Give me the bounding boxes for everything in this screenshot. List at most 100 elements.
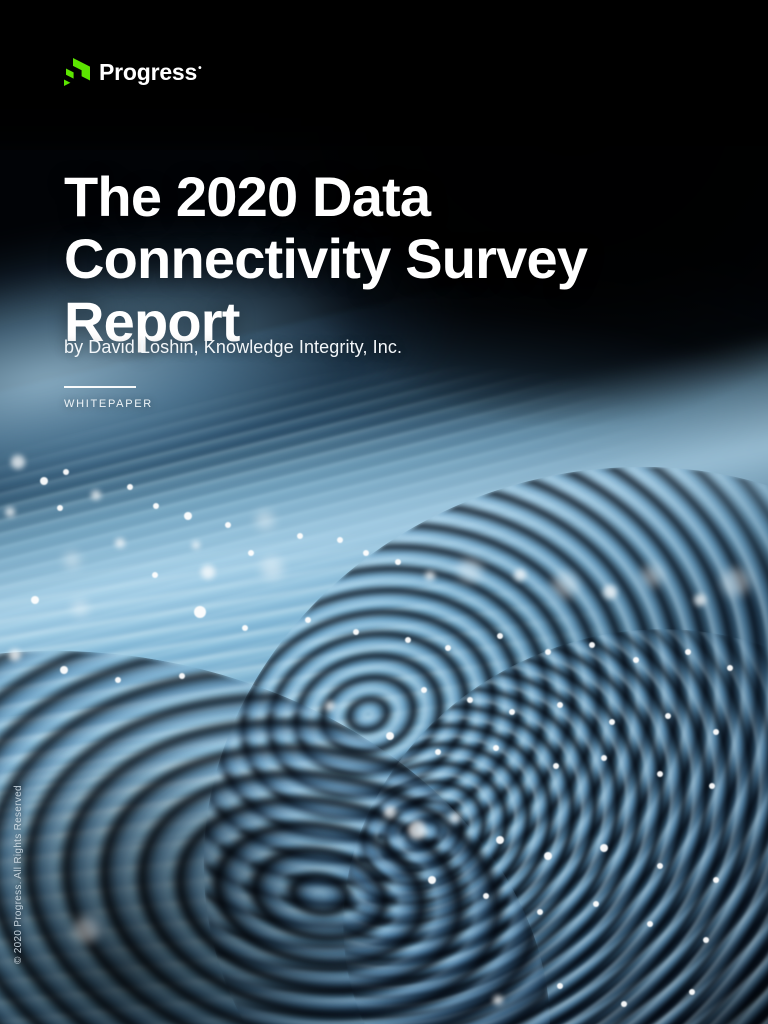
bokeh-dot — [337, 537, 343, 543]
progress-logo[interactable]: Progress• — [64, 58, 202, 86]
bokeh-dot — [395, 559, 401, 565]
trademark-symbol: • — [198, 62, 202, 74]
bokeh-dot — [483, 893, 489, 899]
copyright-notice: © 2020 Progress. All Rights Reserved — [13, 785, 24, 964]
bokeh-dot — [493, 745, 499, 751]
bokeh-dot — [703, 937, 709, 943]
bokeh-dot — [153, 503, 159, 509]
kicker-divider-rule — [64, 386, 136, 388]
bokeh-dot — [713, 877, 719, 883]
bokeh-dot — [458, 558, 482, 582]
cover-title: The 2020 Data Connectivity Survey Report — [64, 164, 624, 354]
bokeh-dot — [493, 995, 503, 1005]
bokeh-dot — [248, 550, 254, 556]
bokeh-dot — [63, 469, 69, 475]
bokeh-dot — [509, 709, 515, 715]
bokeh-dot — [603, 585, 617, 599]
bokeh-dot — [589, 642, 595, 648]
bokeh-dot — [467, 697, 473, 703]
bokeh-dot — [57, 505, 63, 511]
bokeh-dot — [225, 522, 231, 528]
bokeh-dot — [689, 989, 695, 995]
bokeh-dot — [647, 921, 653, 927]
bokeh-dot — [184, 512, 192, 520]
bokeh-dot — [72, 600, 88, 616]
bokeh-dot — [115, 538, 125, 548]
document-type-kicker: WHITEPAPER — [64, 398, 153, 410]
bokeh-dot — [496, 836, 504, 844]
bokeh-dot — [408, 821, 426, 839]
bokeh-dot — [657, 863, 663, 869]
bokeh-dot — [601, 755, 607, 761]
bokeh-dot — [537, 909, 543, 915]
bokeh-dot — [421, 687, 427, 693]
bokeh-dot — [11, 455, 25, 469]
bokeh-dot — [497, 633, 503, 639]
bokeh-dot — [73, 917, 99, 943]
bokeh-dot — [152, 572, 158, 578]
bokeh-dot — [60, 666, 68, 674]
bokeh-dot — [633, 657, 639, 663]
bokeh-dot — [727, 665, 733, 671]
bokeh-dot — [557, 983, 563, 989]
art-shadow-bottom-left — [0, 675, 461, 1024]
bokeh-dot — [713, 729, 719, 735]
bokeh-dot — [179, 673, 185, 679]
bokeh-dot — [386, 732, 394, 740]
bokeh-dot — [694, 594, 706, 606]
progress-logo-icon — [64, 58, 90, 86]
bokeh-dot — [242, 625, 248, 631]
bokeh-dot — [31, 596, 39, 604]
progress-wordmark: Progress• — [99, 58, 202, 85]
bokeh-dot — [435, 749, 441, 755]
bokeh-dot — [428, 876, 436, 884]
bokeh-dot — [194, 606, 206, 618]
cover-title-line-2: Connectivity Survey — [64, 227, 588, 291]
bokeh-dot — [557, 702, 563, 708]
bokeh-dot — [64, 552, 80, 568]
progress-wordmark-text: Progress — [99, 58, 198, 85]
bokeh-dot — [115, 677, 121, 683]
bokeh-dot — [545, 649, 551, 655]
bokeh-dot — [5, 507, 15, 517]
bokeh-dot — [552, 572, 578, 598]
cover-title-line-1: The 2020 Data — [64, 164, 431, 228]
bokeh-dot — [425, 571, 435, 581]
bokeh-dot — [641, 565, 663, 587]
bokeh-dot — [685, 649, 691, 655]
bokeh-dot — [544, 852, 552, 860]
bokeh-dot — [261, 557, 283, 579]
bokeh-dot — [405, 637, 411, 643]
bokeh-dot — [514, 569, 526, 581]
bokeh-dot — [40, 477, 48, 485]
bokeh-dot — [722, 568, 750, 596]
bokeh-dot — [297, 533, 303, 539]
bokeh-dot — [600, 844, 608, 852]
bokeh-dot — [621, 1001, 627, 1007]
bokeh-dot — [9, 649, 21, 661]
bokeh-dot — [305, 617, 311, 623]
bokeh-dot — [665, 713, 671, 719]
bokeh-dot — [192, 541, 200, 549]
bokeh-dot — [127, 484, 133, 490]
bokeh-dot — [709, 783, 715, 789]
bokeh-dot — [657, 771, 663, 777]
bokeh-dot — [384, 806, 396, 818]
bokeh-dot — [553, 763, 559, 769]
art-header-black-band — [0, 0, 768, 150]
bokeh-dot — [445, 645, 451, 651]
bokeh-dot — [201, 565, 215, 579]
bokeh-dot — [363, 550, 369, 556]
bokeh-dot — [450, 813, 460, 823]
bokeh-dot — [256, 511, 274, 529]
bokeh-dot — [91, 490, 101, 500]
cover-title-line-3: Report — [64, 289, 240, 353]
bokeh-dot — [609, 719, 615, 725]
bokeh-dot — [353, 629, 359, 635]
bokeh-dot — [593, 901, 599, 907]
cover-byline: by David Loshin, Knowledge Integrity, In… — [64, 337, 403, 357]
